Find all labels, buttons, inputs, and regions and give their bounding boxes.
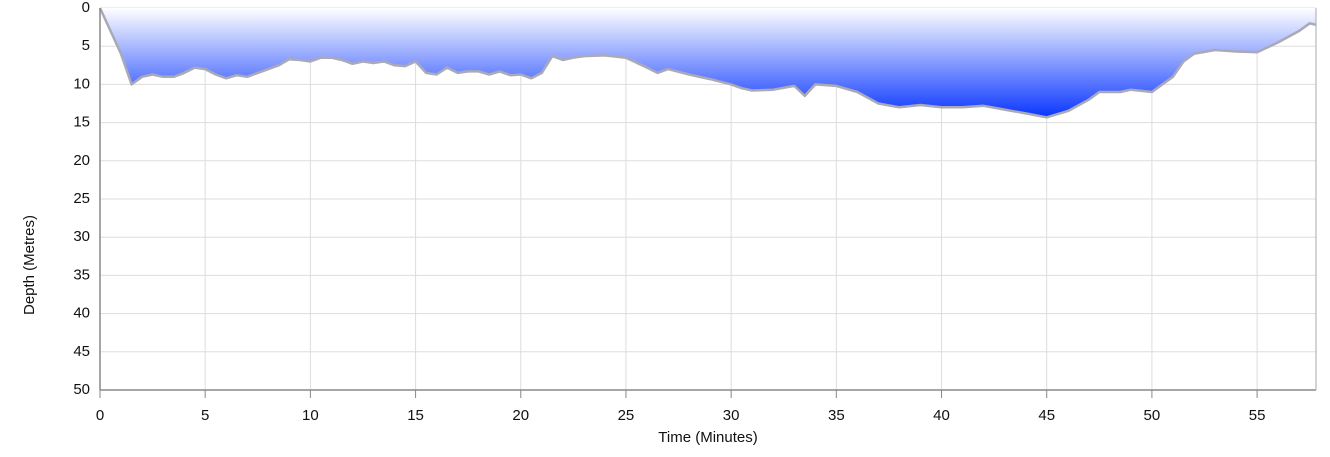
x-tick-label: 20 [512,407,529,424]
y-axis-label: Depth (Metres) [21,215,38,315]
y-tick-label: 0 [82,0,90,16]
y-tick-label: 5 [82,37,90,54]
y-tick-label: 35 [73,266,90,283]
x-tick-label: 50 [1144,407,1161,424]
x-tick-label: 25 [618,407,635,424]
y-tick-label: 45 [73,343,90,360]
y-tick-label: 40 [73,305,90,322]
x-tick-label: 35 [828,407,845,424]
y-tick-label: 20 [73,152,90,169]
x-tick-label: 15 [407,407,424,424]
x-tick-label: 40 [933,407,950,424]
area [100,8,1316,118]
x-axis-label: Time (Minutes) [658,429,757,446]
x-tick-label: 45 [1038,407,1055,424]
y-tick-label: 25 [73,190,90,207]
y-tick-label: 15 [73,114,90,131]
x-tick-label: 0 [96,407,104,424]
x-tick-label: 5 [201,407,209,424]
y-tick-label: 10 [73,75,90,92]
y-tick-label: 30 [73,228,90,245]
x-tick-label: 55 [1249,407,1266,424]
y-tick-label: 50 [73,381,90,398]
x-tick-label: 10 [302,407,319,424]
x-tick-label: 30 [723,407,740,424]
line [98,7,1317,119]
